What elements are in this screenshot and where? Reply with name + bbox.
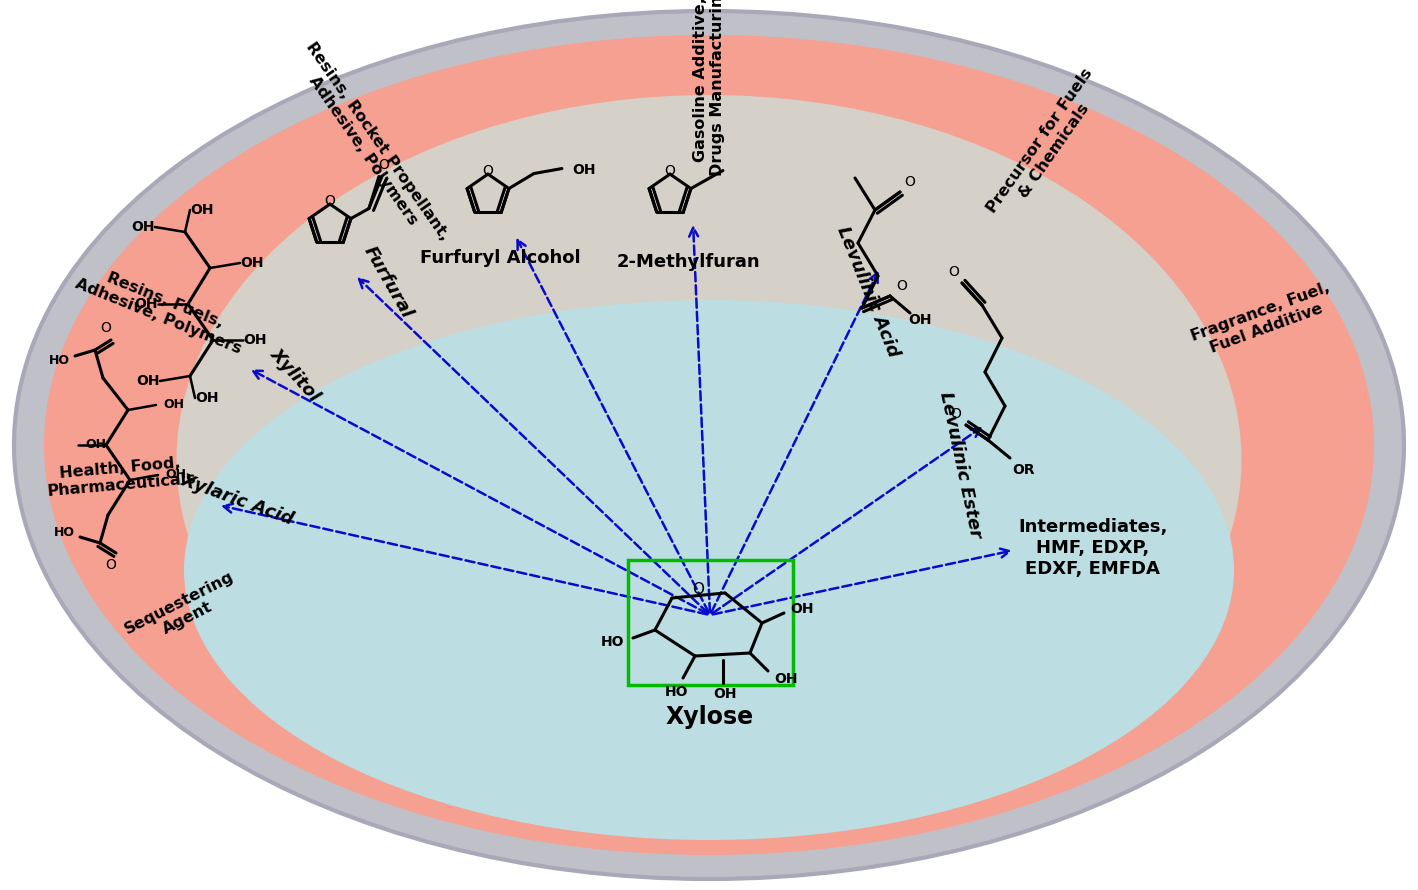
Text: O: O <box>665 165 675 178</box>
Text: OH: OH <box>790 602 814 616</box>
Text: Levulinic Acid: Levulinic Acid <box>834 224 902 360</box>
Text: Fragrance, Fuel,
Fuel Additive: Fragrance, Fuel, Fuel Additive <box>1188 279 1339 360</box>
Text: Levulinic Ester: Levulinic Ester <box>936 390 984 540</box>
Text: Furfuryl Alcohol: Furfuryl Alcohol <box>420 249 580 267</box>
Text: OH: OH <box>163 399 184 411</box>
Text: OH: OH <box>190 203 214 217</box>
Text: HO: HO <box>665 685 689 699</box>
Ellipse shape <box>176 95 1242 825</box>
Text: OH: OH <box>571 163 596 176</box>
Text: O: O <box>482 165 493 178</box>
Text: Xylaric Acid: Xylaric Acid <box>179 471 296 529</box>
Text: HO: HO <box>48 353 69 367</box>
Text: HO: HO <box>54 527 75 539</box>
Text: O: O <box>905 175 916 189</box>
Text: O: O <box>950 407 961 421</box>
Ellipse shape <box>14 11 1404 879</box>
Text: O: O <box>325 194 336 208</box>
Text: Xylitol: Xylitol <box>267 344 323 405</box>
Text: OH: OH <box>244 333 267 347</box>
Text: OH: OH <box>909 313 932 327</box>
Text: 2-Methylfuran: 2-Methylfuran <box>617 253 760 271</box>
Text: OH: OH <box>135 297 157 311</box>
Ellipse shape <box>44 35 1374 855</box>
Text: Precursor for Fuels
& Chemicals: Precursor for Fuels & Chemicals <box>984 66 1110 226</box>
Text: OH: OH <box>136 374 160 388</box>
Text: Gasoline Additive,
Drugs Manufacturing: Gasoline Additive, Drugs Manufacturing <box>693 0 725 176</box>
Text: OH: OH <box>774 672 798 686</box>
Text: Xylose: Xylose <box>666 705 754 729</box>
Text: Health, Food,
Pharmaceuticals: Health, Food, Pharmaceuticals <box>45 454 197 499</box>
Text: OR: OR <box>1012 463 1035 477</box>
Text: O: O <box>692 582 703 597</box>
Text: Resins, Fuels,
Adhesive, Polymers: Resins, Fuels, Adhesive, Polymers <box>74 260 251 357</box>
Text: O: O <box>379 158 390 172</box>
Bar <box>628 560 793 685</box>
Text: O: O <box>896 279 908 293</box>
Text: O: O <box>949 265 960 279</box>
Text: OH: OH <box>85 439 106 451</box>
Ellipse shape <box>184 300 1234 840</box>
Text: OH: OH <box>713 687 736 701</box>
Text: OH: OH <box>240 256 264 270</box>
Text: OH: OH <box>166 468 187 481</box>
Text: O: O <box>101 321 112 335</box>
Text: HO: HO <box>601 635 625 649</box>
Text: OH: OH <box>132 220 155 234</box>
Text: Resins, Rocket Propellant,
Adhesive, Polymers: Resins, Rocket Propellant, Adhesive, Pol… <box>289 39 452 253</box>
Text: Sequestering
Agent: Sequestering Agent <box>122 569 244 652</box>
Text: OH: OH <box>196 391 218 405</box>
Text: Intermediates,
HMF, EDXP,
EDXF, EMFDA: Intermediates, HMF, EDXP, EDXF, EMFDA <box>1018 518 1167 578</box>
Text: O: O <box>105 558 116 572</box>
Text: Furfural: Furfural <box>360 243 415 321</box>
